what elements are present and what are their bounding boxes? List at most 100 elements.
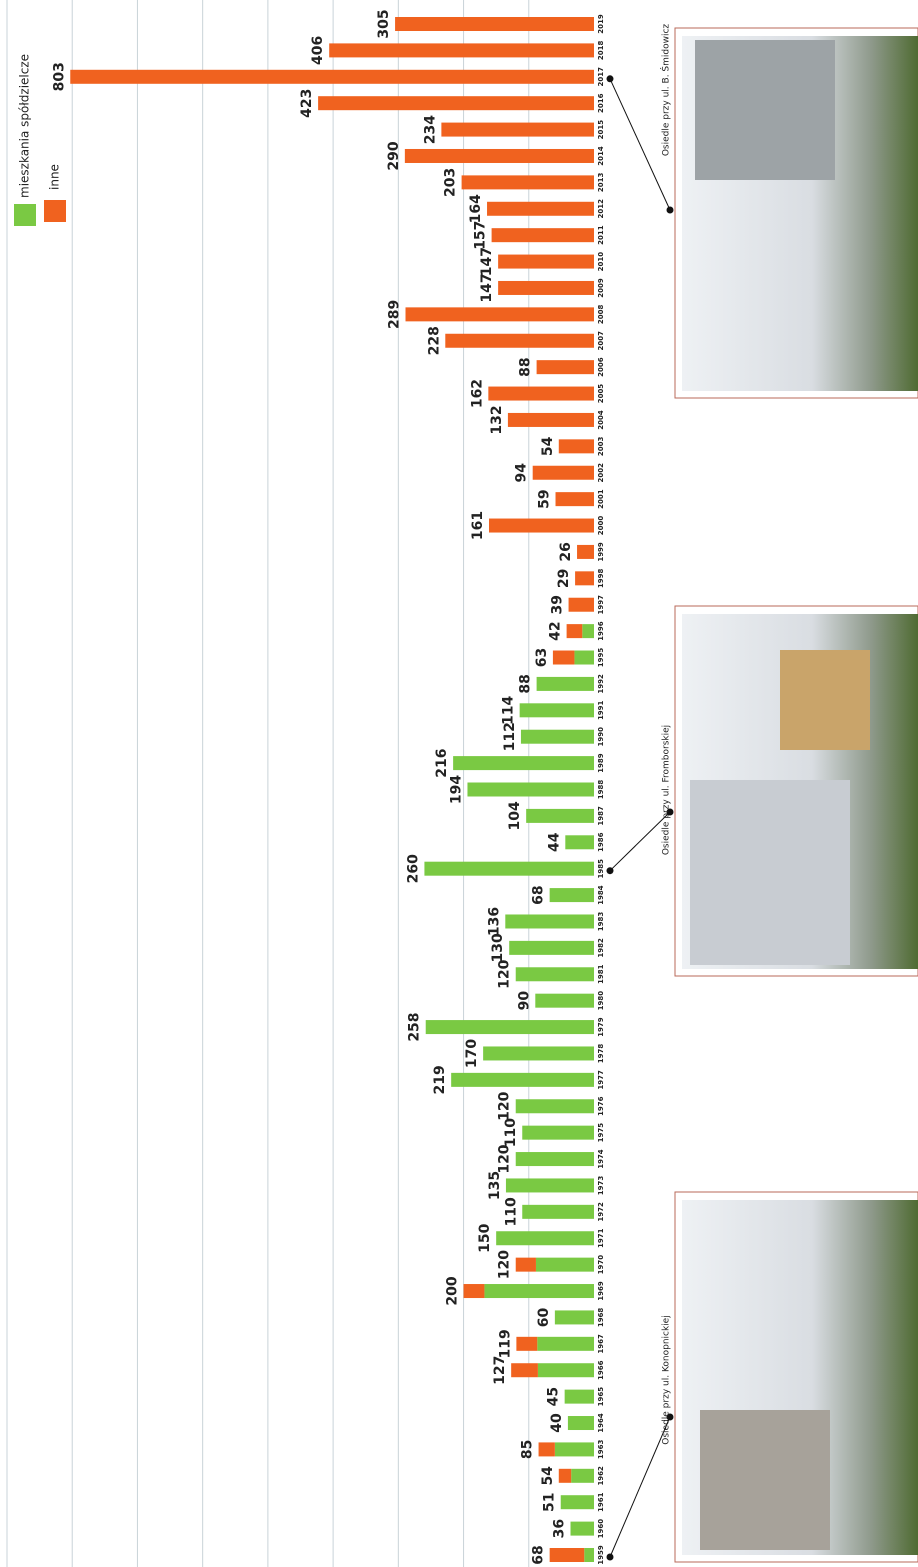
value-label: 114 (501, 695, 517, 724)
bar-segment (498, 280, 594, 295)
legend-swatch (14, 204, 36, 226)
bar-segment (567, 1416, 594, 1431)
year-label: 1991 (597, 700, 605, 720)
value-label: 406 (310, 36, 326, 65)
year-label: 1959 (597, 1545, 605, 1565)
bar-segment (571, 1468, 594, 1483)
value-label: 120 (497, 959, 513, 988)
year-label: 1985 (597, 859, 605, 879)
value-label: 68 (531, 1545, 547, 1564)
bar-segment (498, 254, 594, 269)
bar-segment (554, 1310, 594, 1325)
year-label: 1970 (597, 1255, 605, 1275)
value-label: 194 (448, 775, 464, 804)
year-label: 2003 (597, 436, 605, 456)
year-label: 2011 (597, 225, 605, 245)
value-label: 88 (518, 674, 534, 693)
value-label: 258 (407, 1012, 423, 1041)
value-label: 112 (502, 722, 518, 751)
year-label: 1977 (597, 1070, 605, 1090)
year-label: 1963 (597, 1440, 605, 1460)
bar-segment (516, 1336, 538, 1351)
value-label: 200 (445, 1276, 461, 1305)
year-label: 1974 (597, 1149, 605, 1169)
bar-segment (558, 439, 594, 454)
year-label: 1995 (597, 648, 605, 668)
year-label: 2004 (597, 410, 605, 430)
bar-segment (558, 1468, 572, 1483)
bar-segment (329, 43, 594, 58)
connector-dot (666, 808, 674, 816)
bar-segment (70, 69, 594, 84)
connector-dot (606, 867, 614, 875)
value-label: 127 (492, 1356, 508, 1385)
bar-segment (488, 518, 594, 533)
value-label: 45 (546, 1387, 562, 1406)
value-label: 120 (497, 1144, 513, 1173)
year-label: 2001 (597, 489, 605, 509)
value-label: 290 (386, 141, 402, 170)
year-label: 1986 (597, 832, 605, 852)
year-label: 1981 (597, 964, 605, 984)
year-label: 1960 (597, 1519, 605, 1539)
photo-caption: Osiedle przy ul. Konopnickiej (662, 1315, 672, 1444)
bar-segment (566, 624, 583, 639)
bar-segment (451, 1072, 594, 1087)
value-label: 88 (518, 357, 534, 376)
value-label: 85 (520, 1440, 536, 1459)
bar-segment (536, 360, 594, 375)
connector (609, 811, 671, 872)
year-label: 2000 (597, 516, 605, 536)
value-label: 203 (443, 168, 459, 197)
photo-building (700, 1410, 830, 1550)
year-label: 1996 (597, 621, 605, 641)
connector-dot (606, 75, 614, 83)
value-label: 54 (540, 436, 556, 456)
value-label: 29 (556, 569, 572, 588)
year-label: 1966 (597, 1360, 605, 1380)
value-label: 90 (516, 991, 532, 1011)
year-label: 2010 (597, 252, 605, 272)
year-label: 1978 (597, 1044, 605, 1064)
year-label: 2008 (597, 304, 605, 324)
legend-label: inne (48, 164, 62, 190)
year-label: 1961 (597, 1492, 605, 1512)
bar-segment (522, 1125, 594, 1140)
year-label: 1973 (597, 1176, 605, 1196)
value-label: 44 (546, 832, 562, 852)
value-label: 119 (497, 1329, 513, 1358)
year-label: 2009 (597, 278, 605, 298)
connector-dot (606, 1553, 614, 1561)
value-label: 150 (477, 1223, 493, 1252)
value-label: 161 (470, 511, 486, 540)
bar-segment (505, 914, 594, 929)
bar-segment (395, 17, 594, 31)
year-label: 2018 (597, 41, 605, 61)
value-label: 289 (387, 300, 403, 329)
year-label: 1989 (597, 753, 605, 773)
bar-segment (568, 597, 594, 612)
connector (609, 78, 671, 211)
bar-segment (538, 1442, 555, 1457)
photos (674, 27, 918, 1563)
bar-segment (520, 729, 594, 744)
year-label: 1983 (597, 912, 605, 932)
photo-caption: Osiedle przy ul. B. Śmidowicz (660, 24, 672, 157)
bar-segment (575, 571, 594, 586)
value-label: 40 (549, 1413, 565, 1433)
bar-segment (484, 1284, 594, 1299)
year-label: 1969 (597, 1281, 605, 1301)
year-label: 1982 (597, 938, 605, 958)
photo-building (690, 780, 850, 965)
value-label: 228 (426, 326, 442, 355)
bar-segment (570, 1521, 594, 1536)
bar-segment (507, 412, 594, 427)
year-label: 1975 (597, 1123, 605, 1143)
bar-segment (488, 386, 594, 401)
value-label: 59 (537, 489, 553, 508)
year-label: 2014 (597, 146, 605, 166)
bar-segment (564, 1389, 594, 1404)
year-label: 1967 (597, 1334, 605, 1354)
connector (609, 1416, 671, 1558)
value-label: 26 (558, 542, 574, 561)
